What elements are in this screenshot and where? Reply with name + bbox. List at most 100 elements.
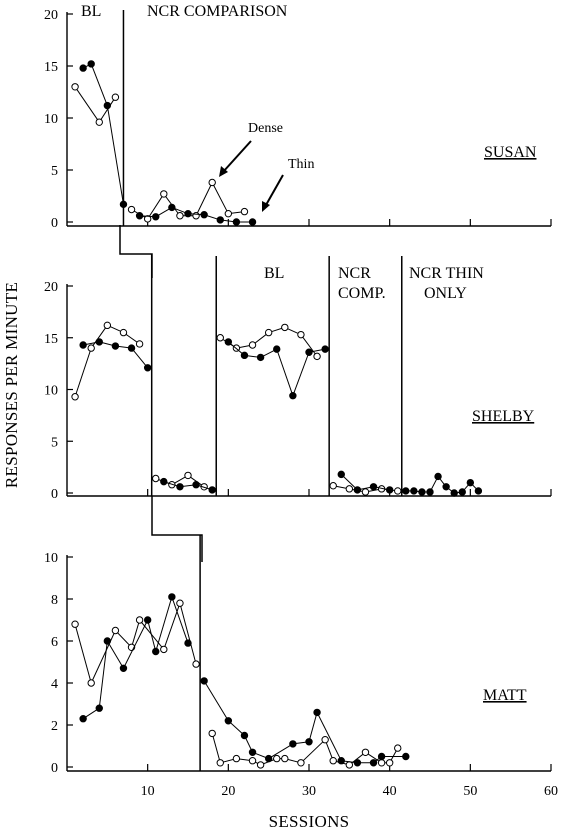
- participant-label-matt: MATT: [483, 687, 527, 704]
- series-segment: [147, 619, 157, 652]
- data-point-filled: [200, 677, 208, 685]
- data-point-filled: [458, 488, 466, 496]
- data-point-open: [216, 334, 224, 342]
- data-point-filled: [418, 488, 426, 496]
- arrow-thin: [265, 174, 284, 206]
- series-segment: [308, 712, 318, 742]
- series-segment: [163, 603, 181, 650]
- series-segment: [106, 640, 124, 669]
- series-segment: [292, 352, 310, 396]
- series-segment: [90, 325, 108, 349]
- data-point-open: [135, 340, 144, 348]
- series-segment: [74, 86, 100, 123]
- data-point-filled: [224, 717, 233, 725]
- data-point-filled: [79, 64, 87, 72]
- series-segment: [90, 630, 116, 684]
- data-point-open: [176, 599, 184, 607]
- data-point-open: [119, 328, 128, 337]
- data-point-open: [71, 393, 79, 401]
- data-point-filled: [434, 472, 442, 481]
- data-point-open: [313, 352, 321, 361]
- series-segment: [90, 63, 108, 106]
- data-point-filled: [248, 218, 257, 226]
- series-segment: [98, 640, 108, 709]
- series-segment: [340, 474, 358, 491]
- data-point-filled: [127, 344, 136, 352]
- panel-susan: BL NCR COMPARISON Dense Thin SUSAN 0 5 10 1…: [44, 3, 552, 231]
- y-tick-label: 8: [51, 593, 58, 608]
- data-point-filled: [143, 364, 152, 372]
- data-point-open: [329, 482, 337, 490]
- baseline-step-connector-1: [119, 225, 153, 278]
- data-point-filled: [248, 748, 257, 756]
- data-point-open: [281, 754, 289, 763]
- y-tick-label: 10: [44, 384, 58, 399]
- data-point-open: [345, 485, 354, 493]
- data-point-open: [208, 729, 216, 738]
- participant-label-shelby: SHELBY: [472, 408, 535, 425]
- data-point-filled: [369, 483, 378, 491]
- data-point-filled: [103, 101, 112, 110]
- data-point-filled: [95, 704, 103, 712]
- series-segment: [115, 630, 132, 648]
- data-point-open: [329, 757, 337, 765]
- phase-label-baseline-2: BL: [264, 265, 284, 282]
- baseline-step-connector-2: [151, 496, 203, 562]
- data-point-open: [216, 759, 224, 767]
- y-tick-label: 10: [44, 112, 58, 127]
- data-point-open: [127, 205, 136, 214]
- panel-matt: MATT 0 2 4 6 8 10: [44, 535, 552, 776]
- annotation-dense: Dense: [248, 121, 283, 136]
- y-tick-label: 2: [51, 719, 58, 734]
- x-tick-label: 50: [463, 784, 477, 799]
- arrow-dense-head: [219, 166, 228, 177]
- data-point-open: [184, 471, 192, 480]
- data-point-filled: [313, 708, 321, 717]
- phase-label-ncr-thin-line2: ONLY: [424, 285, 467, 302]
- data-point-filled: [410, 487, 418, 495]
- series-segment: [268, 743, 294, 760]
- data-point-filled: [176, 483, 184, 491]
- phase-label-baseline: BL: [81, 3, 101, 20]
- data-point-open: [160, 645, 168, 654]
- data-point-open: [135, 616, 144, 624]
- y-tick-label: 15: [44, 60, 58, 75]
- data-point-open: [95, 118, 103, 126]
- series-segment: [324, 739, 334, 761]
- data-point-open: [152, 474, 160, 483]
- data-point-filled: [224, 338, 233, 346]
- x-tick-label: 60: [544, 784, 558, 799]
- data-point-filled: [119, 664, 128, 672]
- data-point-filled: [135, 212, 144, 220]
- data-point-filled: [426, 488, 434, 496]
- data-point-filled: [184, 639, 192, 647]
- series-segment: [155, 596, 173, 652]
- data-point-filled: [168, 593, 176, 601]
- data-point-open: [111, 626, 120, 635]
- data-point-open: [361, 488, 370, 496]
- y-axis-label: RESPONSES PER MINUTE: [2, 282, 21, 488]
- series-segment: [74, 347, 92, 397]
- data-point-open: [224, 209, 233, 218]
- data-point-filled: [305, 348, 313, 356]
- data-point-filled: [305, 738, 313, 746]
- data-point-open: [281, 323, 289, 332]
- data-point-open: [385, 759, 394, 767]
- data-point-filled: [442, 483, 450, 491]
- data-point-open: [321, 736, 329, 744]
- data-point-open: [394, 487, 402, 495]
- data-point-filled: [216, 216, 224, 224]
- x-tick-label: 40: [383, 784, 397, 799]
- participant-label-susan: SUSAN: [484, 144, 537, 161]
- data-point-filled: [289, 740, 297, 748]
- data-point-open: [264, 328, 273, 337]
- series-segment: [98, 96, 116, 123]
- series-segment: [195, 182, 213, 216]
- annotation-thin: Thin: [288, 157, 314, 172]
- data-point-filled: [111, 342, 120, 350]
- x-tick-label: 20: [221, 784, 235, 799]
- data-point-open: [248, 757, 257, 765]
- y-tick-label: 20: [44, 280, 58, 295]
- series-segment: [316, 712, 342, 761]
- data-point-filled: [377, 752, 386, 761]
